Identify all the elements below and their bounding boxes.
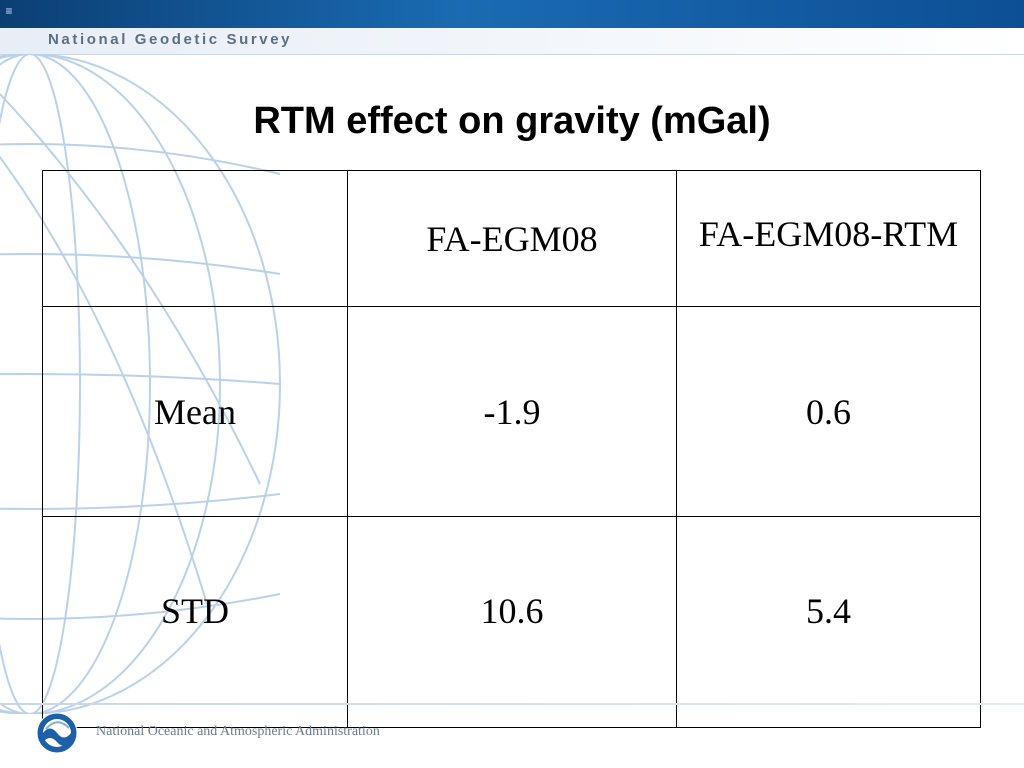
empty-cell <box>347 704 677 728</box>
table-row: STD 10.6 5.4 <box>42 516 981 705</box>
empty-cell <box>676 704 981 728</box>
slide-title: RTM effect on gravity (mGal) <box>253 100 771 142</box>
agency-name: National Geodetic Survey <box>48 31 293 48</box>
header-band <box>0 28 1024 55</box>
header-cell-fa-egm08: FA-EGM08 <box>347 170 677 307</box>
header-cell-empty <box>42 170 348 307</box>
header-cell-fa-egm08-rtm: FA-EGM08-RTM <box>676 170 981 307</box>
row-label-mean: Mean <box>42 306 348 517</box>
table-row: Mean -1.9 0.6 <box>42 306 981 517</box>
header-bar: ≡ <box>0 0 1024 28</box>
cell-std-fa-egm08-rtm: 5.4 <box>676 516 981 705</box>
cell-mean-fa-egm08-rtm: 0.6 <box>676 306 981 517</box>
table-header-row: FA-EGM08 FA-EGM08-RTM <box>42 170 981 307</box>
row-label-std: STD <box>42 516 348 705</box>
empty-cell <box>42 704 348 728</box>
cell-std-fa-egm08: 10.6 <box>347 516 677 705</box>
cell-mean-fa-egm08: -1.9 <box>347 306 677 517</box>
corner-icon: ≡ <box>5 4 13 18</box>
footer-organization: National Oceanic and Atmospheric Adminis… <box>96 724 380 739</box>
data-table: FA-EGM08 FA-EGM08-RTM Mean -1.9 0.6 STD … <box>42 170 981 728</box>
table-empty-row <box>42 704 981 728</box>
footer-divider <box>0 703 1024 705</box>
noaa-logo-icon <box>36 712 78 754</box>
